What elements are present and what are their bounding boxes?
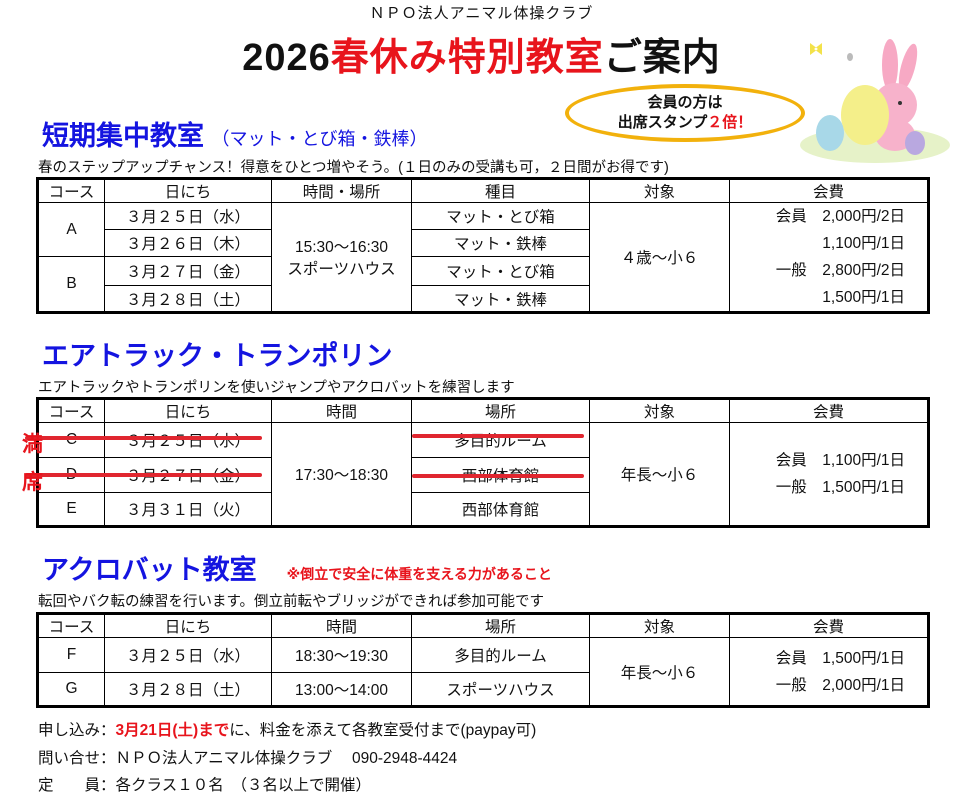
fee-line: 一般 1,500円/1日 xyxy=(775,479,905,496)
target-cell: ４歳～小６ xyxy=(589,202,730,313)
col-header: 対象 xyxy=(589,398,730,423)
contact-info: 問い合せ：ＮＰＯ法人アニマル体操クラブ 090-2948-4424 xyxy=(38,750,458,767)
col-header: コース xyxy=(37,178,105,203)
full-strike-line xyxy=(412,474,584,478)
course-cell: A xyxy=(37,202,105,257)
fee-line: 1,100円/1日 xyxy=(822,235,905,252)
col-header: 会費 xyxy=(729,398,929,423)
title-highlight: 春休み特別教室 xyxy=(330,37,604,79)
time-text: 15:30～16:30 xyxy=(294,239,389,256)
apply-label: 申し込み： xyxy=(38,722,116,739)
place-cell: スポーツハウス xyxy=(411,672,590,707)
date-cell: ３月２５日（水） xyxy=(104,637,272,673)
course-cell: F xyxy=(37,637,105,673)
date-cell: ３月２６日（木） xyxy=(104,229,272,257)
col-header: 時間・場所 xyxy=(271,178,412,203)
date-cell: ３月２５日（水） xyxy=(104,422,272,458)
section-title-acrobat: アクロバット教室 ※倒立で安全に体重を支える力があること xyxy=(42,548,552,587)
section-description: エアトラックやトランポリンを使いジャンプやアクロバットを練習します xyxy=(38,380,515,396)
time-cell: 13:00～14:00 xyxy=(271,672,412,707)
section-subtitle: （マット・とび箱・鉄棒） xyxy=(211,129,428,149)
bubble-line-2: 出席スタンプ２倍！ xyxy=(569,113,801,133)
capacity-info: 定 員：各クラス１０名 （３名以上で開催） xyxy=(38,777,371,794)
course-cell: C xyxy=(37,422,105,458)
course-cell: G xyxy=(37,672,105,707)
place-cell: 多目的ルーム xyxy=(411,637,590,673)
full-strike-line xyxy=(412,434,584,438)
section-title-airtrack: エアトラック・トランポリン xyxy=(42,341,393,371)
event-cell: マット・鉄棒 xyxy=(411,285,590,313)
short-term-schedule-table: コース 日にち 時間・場所 種目 対象 会費 A ３月２５日（水） 15:30～16:30 ス… xyxy=(36,177,930,314)
date-cell: ３月２８日（土） xyxy=(104,285,272,313)
speech-bubble: 会員の方は 出席スタンプ２倍！ xyxy=(565,84,805,142)
col-header: 場所 xyxy=(411,613,590,638)
easter-bunny-illustration xyxy=(800,39,950,163)
event-cell: マット・鉄棒 xyxy=(411,229,590,257)
fee-line: 会員 1,500円/1日 xyxy=(775,649,905,667)
date-cell: ３月２８日（土） xyxy=(104,672,272,707)
col-header: 日にち xyxy=(104,178,272,203)
col-header: 種目 xyxy=(411,178,590,203)
bubble-line-1: 会員の方は xyxy=(647,94,723,111)
section-description: 転回やバク転の練習を行います。倒立前転やブリッジができれば参加可能です xyxy=(38,594,545,610)
apply-details: に、料金を添えて各教室受付まで(paypay可) xyxy=(229,722,537,739)
col-header: 対象 xyxy=(589,178,730,203)
col-header: 時間 xyxy=(271,398,412,423)
fee-line: 会員 2,000円/2日 xyxy=(775,208,905,225)
section-title-text: 短期集中教室 xyxy=(42,121,204,151)
full-label: 満 xyxy=(22,433,43,456)
course-cell: B xyxy=(37,256,105,313)
date-cell: ３月２５日（水） xyxy=(104,202,272,230)
col-header: 場所 xyxy=(411,398,590,423)
fee-line: 一般 2,800円/2日 xyxy=(775,262,905,279)
section-description: 春のステップアップチャンス！得意をひとつ増やそう。(１日のみの受講も可，２日間が… xyxy=(38,160,669,176)
col-header: 会費 xyxy=(729,178,929,203)
time-cell: 18:30～19:30 xyxy=(271,637,412,673)
section-title-short-term: 短期集中教室 （マット・とび箱・鉄棒） xyxy=(42,114,428,153)
col-header: 対象 xyxy=(589,613,730,638)
col-header: 日にち xyxy=(104,398,272,423)
fee-cell: 会員 1,100円/1日 一般 1,500円/1日 xyxy=(729,422,929,527)
time-cell: 17:30～18:30 xyxy=(271,422,412,527)
title-tail: ご案内 xyxy=(603,37,721,79)
course-cell: E xyxy=(37,492,105,527)
col-header: 会費 xyxy=(729,613,929,638)
fee-line: 一般 2,000円/1日 xyxy=(775,676,905,694)
col-header: 時間 xyxy=(271,613,412,638)
target-cell: 年長～小６ xyxy=(589,637,730,707)
fee-cell: 会員 1,500円/1日 一般 2,000円/1日 xyxy=(729,637,929,707)
page-title: 2026春休み特別教室ご案内 xyxy=(0,26,963,81)
place-cell: 西部体育館 xyxy=(411,492,590,527)
full-label: 席 xyxy=(22,471,43,494)
col-header: 日にち xyxy=(104,613,272,638)
title-year: 2026 xyxy=(242,37,331,79)
date-cell: ３月３１日（火） xyxy=(104,492,272,527)
section-title-text: アクロバット教室 xyxy=(42,555,257,585)
event-cell: マット・とび箱 xyxy=(411,256,590,286)
col-header: コース xyxy=(37,613,105,638)
fee-line: 会員 1,100円/1日 xyxy=(775,452,905,469)
fee-cell: 会員 2,000円/2日 1,100円/1日一般 2,800円/2日 1,500円/… xyxy=(729,202,929,313)
time-place-cell: 15:30～16:30 スポーツハウス xyxy=(271,202,412,313)
bubble-highlight: ２倍！ xyxy=(707,114,753,131)
event-cell: マット・とび箱 xyxy=(411,202,590,230)
col-header: コース xyxy=(37,398,105,423)
target-cell: 年長～小６ xyxy=(589,422,730,527)
apply-deadline: 3月21日(土)まで xyxy=(115,722,230,739)
place-text: スポーツハウス xyxy=(287,261,396,278)
organization-name: ＮＰＯ法人アニマル体操クラブ xyxy=(369,5,594,22)
acrobat-schedule-table: コース 日にち 時間 場所 対象 会費 F ３月２５日（水） 18:30～19:30 多目的ルー… xyxy=(36,612,930,708)
full-strike-line xyxy=(25,473,262,477)
application-info: 申し込み：3月21日(土)までに、料金を添えて各教室受付まで(paypay可) xyxy=(38,718,536,740)
bubble-text: 出席スタンプ xyxy=(617,114,708,131)
date-cell: ３月２７日（金） xyxy=(104,256,272,286)
warning-note: ※倒立で安全に体重を支える力があること xyxy=(286,566,552,582)
full-strike-line xyxy=(25,436,262,440)
fee-line: 1,500円/1日 xyxy=(822,289,905,306)
place-cell: 多目的ルーム xyxy=(411,422,590,458)
